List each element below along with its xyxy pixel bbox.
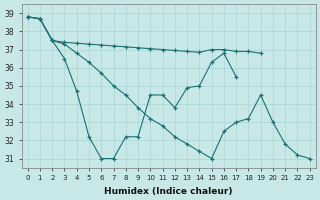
X-axis label: Humidex (Indice chaleur): Humidex (Indice chaleur): [104, 187, 233, 196]
